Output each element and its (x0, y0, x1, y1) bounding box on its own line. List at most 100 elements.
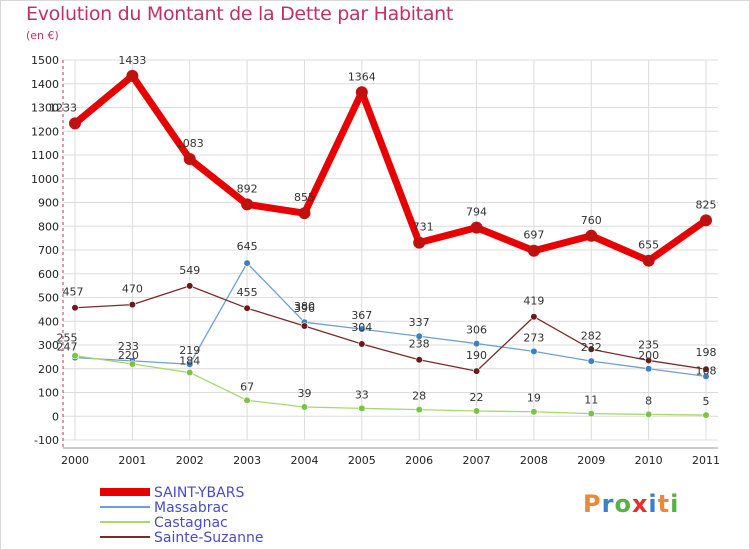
proxiti-logo: Proxiti (583, 490, 680, 518)
data-label: 235 (638, 338, 659, 351)
data-label: 367 (351, 309, 372, 322)
data-point (702, 365, 710, 373)
x-tick-label: 2002 (176, 454, 204, 467)
data-point (645, 410, 653, 418)
y-tick-label: 500 (38, 292, 59, 305)
y-tick-label: 0 (52, 410, 59, 423)
data-point (358, 404, 366, 413)
data-label: 1364 (348, 70, 376, 83)
data-label: 19 (527, 392, 541, 405)
series-line-saint-ybars (72, 72, 709, 265)
data-point (355, 86, 368, 99)
data-label: 1433 (118, 54, 146, 67)
data-label: 645 (237, 240, 258, 253)
data-point (587, 345, 595, 353)
data-point (645, 356, 653, 365)
y-tick-label: 300 (38, 339, 59, 352)
data-label: 731 (413, 221, 434, 234)
data-label: 238 (409, 338, 430, 351)
data-point (413, 236, 426, 249)
data-label: 232 (581, 341, 602, 354)
data-point (298, 207, 311, 220)
data-label: 455 (237, 286, 258, 299)
y-tick-label: 1200 (31, 125, 59, 138)
series-line-sainte-suzanne (74, 285, 707, 372)
data-point (470, 221, 483, 234)
data-label: 457 (63, 286, 84, 299)
data-point (415, 406, 423, 414)
data-point (530, 347, 538, 356)
data-point (472, 367, 481, 375)
x-tick-label: 2008 (520, 454, 548, 467)
y-tick-label: -100 (34, 434, 59, 447)
data-label: 39 (297, 387, 311, 400)
data-label: 794 (466, 206, 487, 219)
data-point (530, 313, 538, 321)
data-point (472, 407, 481, 415)
legend: SAINT-YBARSMassabracCastagnacSainte-Suza… (100, 485, 263, 546)
data-label: 304 (351, 321, 372, 334)
data-label: 1083 (176, 137, 204, 150)
data-label: 549 (179, 264, 200, 277)
data-labels: 1233143310838928551364731794697760655825… (49, 54, 717, 408)
data-label: 220 (118, 349, 139, 362)
data-point (415, 332, 423, 340)
data-point (358, 340, 366, 348)
chart-unit: (en €) (26, 29, 59, 42)
y-tick-label: 1000 (31, 173, 59, 186)
data-point (243, 259, 251, 267)
data-point (128, 301, 136, 309)
data-point (415, 356, 423, 364)
x-tick-label: 2001 (118, 454, 146, 467)
data-label: 255 (57, 332, 78, 345)
data-label: 396 (294, 302, 315, 315)
data-point (243, 304, 251, 312)
data-label: 33 (355, 388, 369, 401)
data-point (585, 229, 598, 242)
x-tick-label: 2010 (635, 454, 663, 467)
data-point (243, 396, 251, 404)
data-label: 470 (122, 283, 143, 296)
series-line-massabrac (74, 262, 707, 377)
x-tick-label: 2000 (61, 454, 89, 467)
data-label: 337 (409, 316, 430, 329)
data-label: 380 (294, 300, 315, 313)
data-label: 22 (470, 391, 484, 404)
y-tick-label: 1500 (31, 54, 59, 67)
data-label: 273 (523, 331, 544, 344)
data-point (126, 69, 139, 82)
data-point (358, 325, 366, 333)
data-label: 247 (57, 341, 78, 354)
data-point (241, 198, 254, 211)
chart-title: Evolution du Montant de la Dette par Hab… (26, 3, 454, 25)
data-label: 200 (638, 349, 659, 362)
data-label: 67 (240, 380, 254, 393)
data-point (642, 254, 655, 267)
data-label: 8 (645, 394, 652, 407)
data-point (300, 403, 309, 411)
data-point (700, 214, 712, 227)
axes: -100 0 100 200 300 400 500 600 700 800 900 1000 1100… (31, 54, 720, 467)
data-label: 11 (584, 394, 598, 407)
data-point (71, 352, 79, 360)
x-tick-label: 2004 (290, 454, 318, 467)
y-tick-label: 200 (38, 363, 59, 376)
data-label: 184 (179, 355, 200, 368)
data-label: 760 (581, 214, 602, 227)
y-tick-label: 800 (38, 220, 59, 233)
y-tick-label: 600 (38, 268, 59, 281)
x-tick-label: 2005 (348, 454, 376, 467)
y-tick-label: 400 (38, 315, 59, 328)
y-tick-label: 900 (38, 197, 59, 210)
data-point (186, 368, 194, 377)
data-point (186, 360, 194, 368)
y-tick-label: 1300 (31, 102, 59, 115)
data-label: 28 (412, 390, 426, 403)
data-label: 282 (581, 329, 602, 342)
series-line-castagnac (74, 355, 707, 416)
grid (63, 59, 718, 441)
data-label: 419 (523, 295, 544, 308)
data-label: 5 (703, 395, 710, 408)
x-tick-label: 2011 (692, 454, 720, 467)
